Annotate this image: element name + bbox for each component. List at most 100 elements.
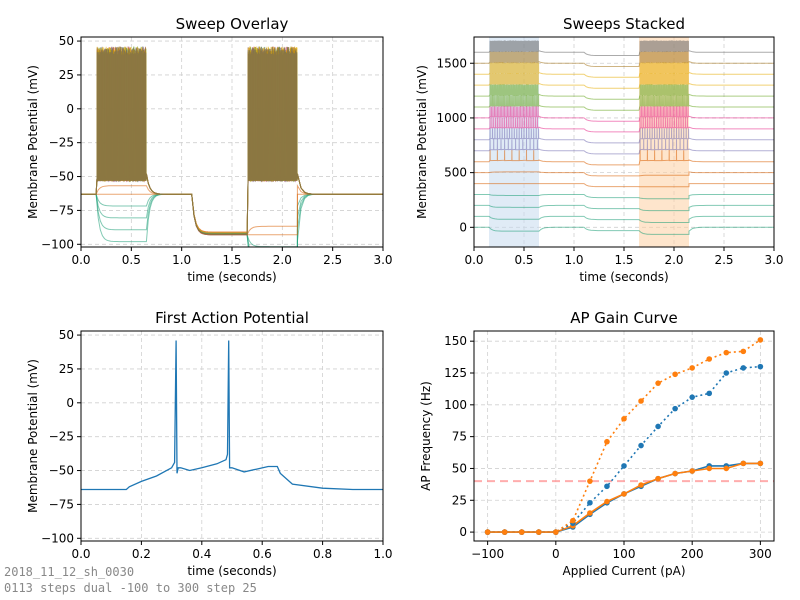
gain-ytick-label-4: 100 bbox=[444, 398, 467, 412]
gain-series-2-point-11 bbox=[672, 405, 678, 412]
gain-series-2-point-12 bbox=[689, 394, 695, 400]
overlay-ytick-label-5: 25 bbox=[59, 68, 74, 82]
stacked-sweep-15 bbox=[474, 51, 774, 67]
overlay-xtick-label-3: 1.5 bbox=[222, 253, 241, 267]
overlay-xtick-label-4: 2.0 bbox=[273, 253, 292, 267]
stacked-sweep-10 bbox=[474, 105, 774, 122]
stacked-ytick-label-1: 500 bbox=[444, 166, 467, 180]
gain-series-2-point-9 bbox=[638, 442, 644, 449]
first_ap-frame bbox=[80, 330, 384, 542]
first_ap-xtick-label-3: 0.6 bbox=[253, 547, 272, 561]
overlay-ytick-label-3: −25 bbox=[49, 136, 74, 150]
gain-series-3-point-3 bbox=[535, 529, 542, 535]
stacked-title: Sweeps Stacked bbox=[563, 15, 685, 33]
first_ap-ytick-label-1: −75 bbox=[49, 497, 74, 511]
stacked-sweep-5 bbox=[474, 171, 774, 177]
overlay-xtick-label-2: 1.0 bbox=[172, 253, 191, 267]
stacked-ytick-label-2: 1000 bbox=[436, 111, 467, 125]
gain-ytick-label-2: 50 bbox=[452, 461, 467, 475]
first_ap-ytick-label-4: 0 bbox=[66, 396, 74, 410]
stacked-xtick-label-4: 2.0 bbox=[664, 253, 683, 267]
gain-xlabel: Applied Current (pA) bbox=[563, 564, 686, 578]
stacked-xtick-label-5: 2.5 bbox=[714, 253, 733, 267]
gain-series-3-point-5 bbox=[570, 517, 576, 524]
gain-series-3-point-1 bbox=[501, 529, 508, 535]
first_ap-ytick-label-6: 50 bbox=[59, 328, 74, 342]
overlay-xtick-label-1: 0.5 bbox=[122, 253, 141, 267]
first_ap-xtick-label-2: 0.4 bbox=[192, 547, 211, 561]
first_ap-ytick-label-3: −25 bbox=[49, 430, 74, 444]
overlay-xlabel: time (seconds) bbox=[187, 270, 276, 284]
stacked-plot bbox=[474, 37, 774, 247]
overlay-sweep-16 bbox=[81, 46, 383, 235]
first_ap-ytick-label-5: 25 bbox=[59, 362, 74, 376]
gain-series-3-point-13 bbox=[706, 356, 713, 362]
stacked-ylabel: Membrane Potential (mV) bbox=[415, 65, 429, 219]
stacked-sweep-4 bbox=[474, 183, 774, 188]
gain-plot bbox=[474, 337, 774, 535]
first-ap-trace bbox=[81, 340, 383, 491]
overlay-xtick-label-5: 2.5 bbox=[323, 253, 342, 267]
first_ap-xtick-label-0: 0.0 bbox=[71, 547, 90, 561]
first_ap-xlabel: time (seconds) bbox=[187, 564, 276, 578]
stacked-sweep-9 bbox=[474, 116, 774, 133]
stacked-sweep-8 bbox=[474, 127, 774, 144]
gain-series-2-point-15 bbox=[740, 365, 747, 371]
gain-series-1-point-15 bbox=[740, 460, 747, 467]
gain-series-3-point-7 bbox=[604, 438, 610, 445]
stacked-sweep-7 bbox=[474, 138, 774, 155]
stacked-xlabel: time (seconds) bbox=[579, 270, 668, 284]
gain-series-3-point-0 bbox=[484, 529, 491, 535]
gain-series-2-point-6 bbox=[587, 500, 593, 506]
gain-xtick-label-3: 200 bbox=[681, 547, 704, 561]
gain-series-3-point-6 bbox=[587, 478, 593, 484]
stacked-sweep-3 bbox=[474, 194, 774, 200]
first_ap-xtick-label-4: 0.8 bbox=[313, 547, 332, 561]
overlay-ytick-label-6: 50 bbox=[59, 34, 74, 48]
overlay-ytick-label-1: −75 bbox=[49, 203, 74, 217]
gain-series-1-point-16 bbox=[757, 460, 764, 467]
gain-xtick-label-4: 300 bbox=[749, 547, 772, 561]
first_ap-xtick-label-1: 0.2 bbox=[132, 547, 151, 561]
gain-series-2-point-14 bbox=[723, 370, 730, 376]
first_ap-ylabel: Membrane Potential (mV) bbox=[26, 359, 40, 513]
overlay-plot bbox=[81, 46, 383, 247]
first_ap-title: First Action Potential bbox=[155, 309, 309, 327]
stacked-xtick-label-0: 0.0 bbox=[464, 253, 483, 267]
gain-xtick-label-1: 0 bbox=[552, 547, 560, 561]
gain-series-1-point-10 bbox=[655, 475, 661, 482]
gain-ytick-label-5: 125 bbox=[444, 366, 467, 380]
gain-series-2-point-13 bbox=[706, 390, 713, 397]
overlay-ytick-label-0: −100 bbox=[41, 237, 74, 251]
gain-series-2-point-8 bbox=[621, 463, 627, 469]
gain-series-2-point-10 bbox=[655, 423, 661, 430]
gain-series-1-point-6 bbox=[587, 510, 593, 516]
gain-series-3-point-12 bbox=[689, 365, 695, 371]
gain-series-3-line bbox=[487, 339, 761, 533]
gain-series-1-point-12 bbox=[689, 468, 695, 474]
gain-series-3-point-2 bbox=[518, 529, 525, 535]
stacked-sweep-13 bbox=[474, 73, 774, 89]
gain-series-1-point-7 bbox=[604, 498, 610, 505]
gain-ytick-label-6: 150 bbox=[444, 334, 467, 348]
gain-series-3-point-14 bbox=[723, 349, 730, 356]
gain-series-1-point-9 bbox=[638, 482, 644, 488]
overlay-ytick-label-4: 0 bbox=[66, 102, 74, 116]
gain-series-3-point-16 bbox=[757, 337, 764, 343]
overlay-xtick-label-0: 0.0 bbox=[71, 253, 90, 267]
stacked-sweep-0 bbox=[474, 226, 774, 235]
stacked-sweep-6 bbox=[474, 149, 774, 166]
footer-filename: 2018_11_12_sh_0030 bbox=[4, 565, 135, 579]
gain-series-3-point-10 bbox=[655, 380, 661, 386]
stacked-xtick-label-3: 1.5 bbox=[614, 253, 633, 267]
gain-series-1-point-11 bbox=[672, 470, 678, 477]
stacked-xtick-label-1: 0.5 bbox=[514, 253, 533, 267]
stacked-ytick-label-0: 0 bbox=[459, 220, 467, 234]
gain-series-2-point-16 bbox=[757, 363, 764, 370]
gain-xtick-label-2: 100 bbox=[613, 547, 636, 561]
overlay-title: Sweep Overlay bbox=[176, 15, 289, 33]
gain-ytick-label-1: 25 bbox=[452, 493, 467, 507]
gain-ylabel: AP Frequency (Hz) bbox=[419, 381, 433, 491]
stacked-sweep-1 bbox=[474, 215, 774, 223]
